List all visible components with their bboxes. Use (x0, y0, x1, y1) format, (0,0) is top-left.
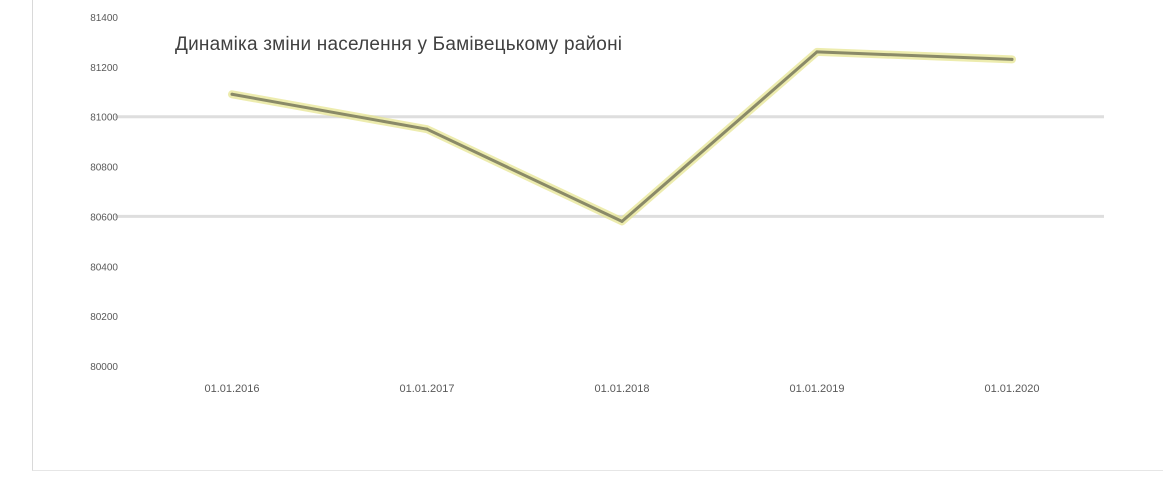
x-tick-label: 01.01.2016 (204, 383, 259, 395)
x-tick-label: 01.01.2018 (594, 383, 649, 395)
x-tick-label: 01.01.2019 (789, 383, 844, 395)
y-tick-label: 80400 (90, 262, 118, 273)
x-tick-label: 01.01.2020 (984, 383, 1039, 395)
grid-lines (115, 115, 1104, 218)
x-tick-label: 01.01.2017 (399, 383, 454, 395)
y-axis-ticks: 81400 81200 81000 80800 80600 80400 80200 80000 (90, 13, 118, 373)
series-layer (228, 47, 1016, 226)
data-point (230, 92, 234, 96)
y-tick-label: 80200 (90, 312, 118, 323)
y-tick-label: 80000 (90, 362, 118, 373)
series-line-highlight (228, 47, 1016, 226)
y-tick-label: 80800 (90, 163, 118, 174)
chart-frame (32, 0, 1163, 471)
data-point (815, 50, 819, 54)
y-tick-label: 81200 (90, 63, 118, 74)
x-axis-ticks: 01.01.2016 01.01.2017 01.01.2018 01.01.2019… (204, 383, 1039, 395)
data-point (425, 127, 429, 131)
chart-title: Динаміка зміни населення у Бамівецькому … (175, 34, 623, 55)
data-point (620, 219, 624, 223)
y-tick-label: 80600 (90, 212, 118, 223)
data-point (1010, 57, 1014, 61)
y-tick-label: 81000 (90, 113, 118, 124)
series-line (230, 50, 1014, 223)
y-tick-label: 81400 (90, 13, 118, 24)
